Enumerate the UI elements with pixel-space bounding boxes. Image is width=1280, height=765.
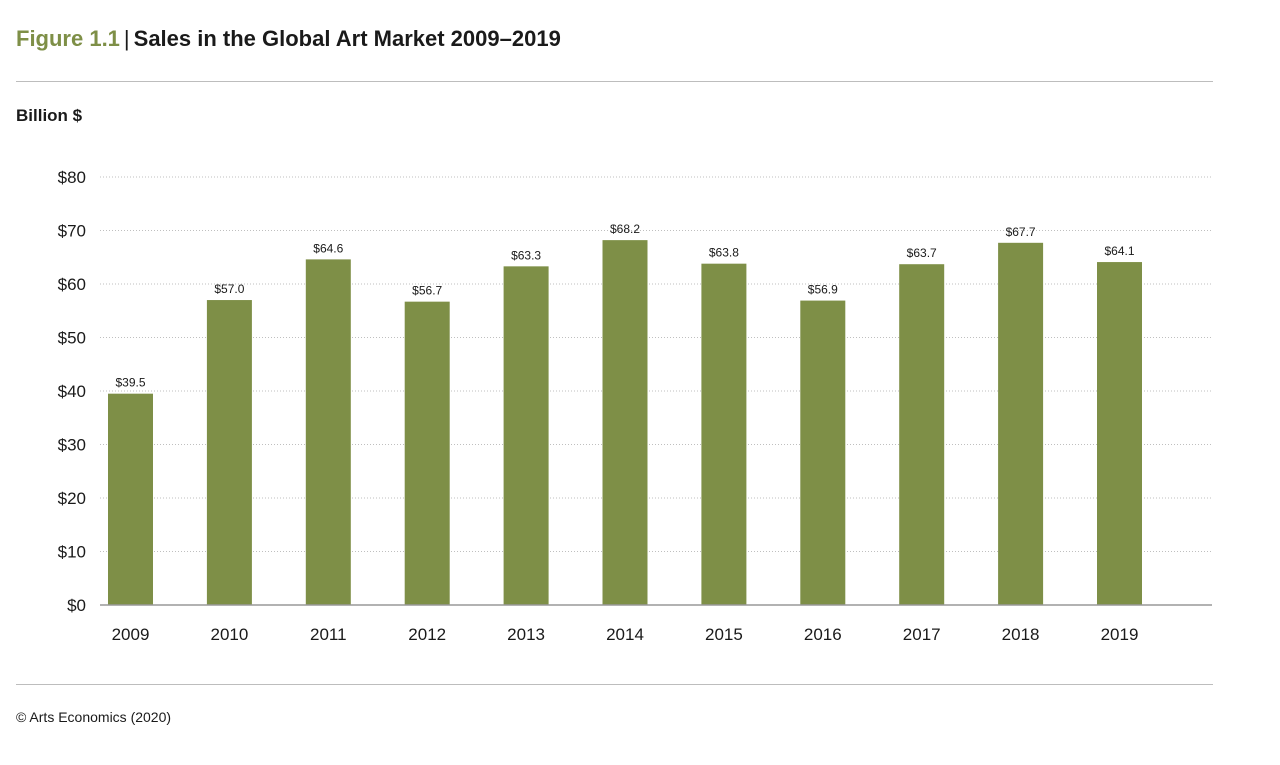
- figure-number: Figure 1.1: [16, 26, 120, 51]
- bar: [503, 266, 549, 605]
- bar: [108, 393, 153, 605]
- x-tick-label: 2018: [1002, 625, 1040, 644]
- data-label: $57.0: [214, 282, 244, 296]
- top-divider: [16, 81, 1213, 82]
- y-tick-label: $80: [58, 168, 86, 187]
- x-tick-label: 2015: [705, 625, 743, 644]
- x-tick-label: 2011: [310, 625, 347, 644]
- x-tick-label: 2010: [210, 625, 248, 644]
- y-tick-label: $10: [58, 543, 86, 562]
- bottom-divider: [16, 684, 1213, 685]
- data-label: $56.9: [808, 283, 838, 297]
- bar: [404, 301, 450, 605]
- chart-title: Sales in the Global Art Market 2009–2019: [133, 26, 561, 51]
- x-tick-label: 2017: [903, 625, 941, 644]
- source-credit: © Arts Economics (2020): [16, 709, 172, 725]
- x-tick-label: 2009: [112, 625, 150, 644]
- data-label: $63.7: [907, 246, 937, 260]
- title-separator: |: [123, 26, 130, 51]
- data-label: $67.7: [1006, 225, 1036, 239]
- data-label: $68.2: [610, 222, 640, 236]
- y-tick-label: $20: [58, 489, 86, 508]
- figure-title: Figure 1.1 | Sales in the Global Art Marke…: [16, 26, 561, 52]
- x-tick-label: 2019: [1101, 625, 1139, 644]
- y-tick-label: $40: [58, 382, 86, 401]
- y-tick-label: $0: [67, 596, 86, 615]
- bar: [899, 264, 945, 605]
- x-tick-label: 2016: [804, 625, 842, 644]
- data-label: $56.7: [412, 284, 442, 298]
- bar: [1097, 262, 1142, 605]
- bar: [305, 259, 351, 605]
- data-label: $63.3: [511, 248, 541, 262]
- y-tick-label: $50: [58, 329, 86, 348]
- x-tick-label: 2014: [606, 625, 644, 644]
- bar: [998, 242, 1044, 605]
- bar: [602, 240, 648, 605]
- bar-chart: $0 $10 $20 $30 $40 $50 $60 $70 $80 $39.5 2009 $57.0…: [58, 168, 1212, 644]
- bar: [206, 300, 252, 605]
- data-label: $64.1: [1104, 244, 1134, 258]
- data-label: $63.8: [709, 246, 739, 260]
- x-tick-label: 2013: [507, 625, 545, 644]
- bar: [800, 300, 846, 605]
- y-tick-label: $70: [58, 222, 86, 241]
- y-axis-unit-label: Billion $: [16, 106, 83, 125]
- y-tick-label: $60: [58, 275, 86, 294]
- y-tick-label: $30: [58, 436, 86, 455]
- data-label: $64.6: [313, 241, 343, 255]
- x-tick-label: 2012: [408, 625, 446, 644]
- data-label: $39.5: [115, 376, 145, 390]
- bar: [701, 263, 747, 605]
